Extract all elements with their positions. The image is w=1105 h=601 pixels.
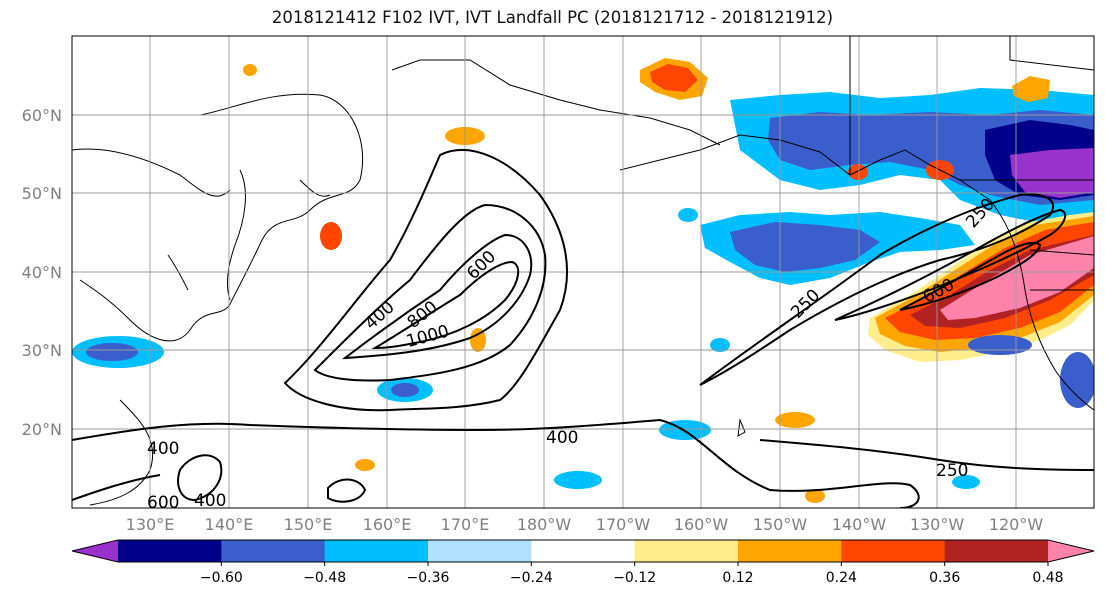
lon-tick-label: 140°E	[205, 515, 254, 534]
contour-1000-jet	[371, 260, 520, 350]
colorbar-tick-label: 0.48	[1032, 570, 1063, 586]
contour-label: 600	[463, 247, 500, 284]
lat-tick-label: 20°N	[22, 420, 62, 439]
lon-tick-label: 150°E	[284, 515, 333, 534]
colorbar-cell	[428, 540, 532, 562]
shade-blob	[775, 412, 815, 428]
coastlines	[72, 36, 1094, 506]
shade-blob	[86, 343, 138, 361]
contour-400-jet	[283, 149, 569, 412]
colorbar-cell	[118, 540, 222, 562]
lon-tick-label: 150°W	[753, 515, 808, 534]
lat-tick-label: 60°N	[22, 106, 62, 125]
contour-600-coast	[899, 241, 1042, 311]
colorbar-extend-high	[1048, 540, 1094, 562]
lat-tick-label: 50°N	[22, 184, 62, 203]
contour-small	[327, 478, 367, 503]
lon-tick-label: 170°E	[441, 515, 490, 534]
shade-blob	[678, 208, 698, 222]
lon-tick-label: 130°W	[910, 515, 965, 534]
shade-blob	[355, 459, 375, 471]
lon-tick-label: 170°W	[596, 515, 651, 534]
shade-blob	[243, 64, 257, 76]
colorbar-tick-label: −0.48	[303, 570, 346, 586]
colorbar-cell	[944, 540, 1049, 562]
shade-bering-red	[650, 64, 698, 92]
colorbar-tick-label: −0.12	[613, 570, 656, 586]
lon-tick-label: 140°W	[832, 515, 887, 534]
shade-blob	[848, 164, 868, 180]
colorbar-tick-label: −0.24	[510, 570, 553, 586]
contour-250-east	[699, 193, 1055, 386]
shade-nw-orange	[1012, 76, 1050, 102]
colorbar-cell	[738, 540, 842, 562]
shade-blob	[1060, 352, 1094, 408]
graticule	[72, 36, 1094, 508]
shade-canada-purple	[1010, 148, 1094, 198]
contour-label: 400	[147, 439, 179, 459]
shade-blob	[805, 489, 825, 503]
colorbar: −0.60 −0.48 −0.36 −0.24 −0.12 0.12 0.24 0.36 0.4…	[71, 539, 1095, 586]
contour-label: 400	[194, 491, 226, 511]
contour-label: 600	[147, 493, 179, 513]
contour-label: 400	[361, 297, 399, 334]
colorbar-extend-low	[72, 540, 118, 562]
lon-tick-label: 180°W	[517, 515, 572, 534]
shade-blob	[391, 383, 419, 397]
colorbar-cell	[841, 540, 946, 562]
lon-tick-label: 120°W	[989, 515, 1044, 534]
colorbar-cell	[531, 540, 636, 562]
shade-blob	[952, 475, 980, 489]
ivt-contours	[72, 149, 1094, 508]
contour-600-south	[177, 454, 223, 502]
colorbar-tick-label: −0.36	[407, 570, 450, 586]
lat-tick-labels: 60°N 50°N 40°N 30°N 20°N	[22, 106, 62, 439]
lon-tick-label: 130°E	[126, 515, 175, 534]
colorbar-tick-label: 0.36	[929, 570, 960, 586]
lat-tick-label: 40°N	[22, 263, 62, 282]
contour-label: 250	[936, 461, 968, 481]
shade-midpac-mid	[730, 222, 880, 272]
lon-tick-labels: 130°E 140°E 150°E 160°E 170°E 180°W 170°…	[126, 515, 1044, 534]
shade-coast-pink	[940, 236, 1094, 320]
contour-250-south	[759, 439, 1094, 471]
shade-blob	[968, 335, 1032, 355]
colorbar-cell	[634, 540, 739, 562]
contour-800-jet	[341, 233, 533, 360]
colorbar-tick-label: 0.24	[826, 570, 857, 586]
colorbar-outline	[71, 539, 1095, 563]
contour-400-south-b	[72, 474, 161, 501]
contour-600-jet	[313, 203, 547, 382]
lon-tick-label: 160°W	[674, 515, 729, 534]
shade-blob	[320, 222, 342, 250]
colorbar-cell	[324, 540, 429, 562]
contour-400-south	[72, 418, 920, 508]
lat-tick-label: 30°N	[22, 341, 62, 360]
map-frame	[71, 35, 1095, 509]
colorbar-cell	[221, 540, 326, 562]
shade-blob	[554, 471, 602, 489]
colorbar-tick-label: 0.12	[722, 570, 753, 586]
shade-blob	[470, 328, 486, 352]
contour-400-coast	[834, 208, 1067, 321]
contour-label: 400	[546, 428, 578, 448]
lon-tick-label: 160°E	[363, 515, 412, 534]
map-title: 2018121412 F102 IVT, IVT Landfall PC (20…	[271, 8, 834, 27]
colorbar-tick-label: −0.60	[200, 570, 243, 586]
shade-blob	[710, 338, 730, 352]
